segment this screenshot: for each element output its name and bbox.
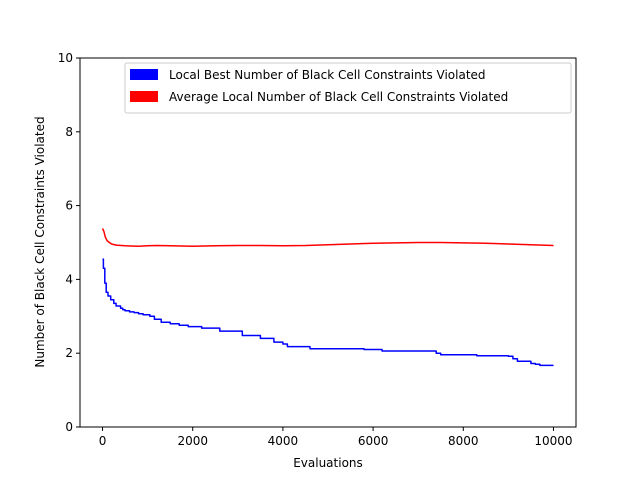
y-tick-label: 8 xyxy=(65,125,73,139)
x-axis: 0 2000 4000 6000 8000 10000 xyxy=(99,427,573,448)
x-tick-label: 4000 xyxy=(268,434,299,448)
y-axis: 0 2 4 6 8 10 xyxy=(58,51,80,434)
legend-swatch-local-best xyxy=(130,69,158,80)
plot-area xyxy=(79,57,577,428)
y-tick-label: 0 xyxy=(65,420,73,434)
x-tick-label: 8000 xyxy=(448,434,479,448)
y-tick-label: 6 xyxy=(65,199,73,213)
x-tick-label: 10000 xyxy=(534,434,572,448)
x-axis-label: Evaluations xyxy=(293,456,363,470)
axes-frame xyxy=(79,57,577,428)
y-tick-label: 2 xyxy=(65,346,73,360)
legend: Local Best Number of Black Cell Constrai… xyxy=(124,62,572,114)
series-line-local-best xyxy=(102,258,554,367)
x-tick-label: 6000 xyxy=(358,434,389,448)
legend-label-local-best: Local Best Number of Black Cell Constrai… xyxy=(169,68,486,82)
legend-label-average-local: Average Local Number of Black Cell Const… xyxy=(169,90,508,104)
series-layer xyxy=(101,228,554,367)
x-tick-label: 0 xyxy=(99,434,107,448)
x-tick-label: 2000 xyxy=(177,434,208,448)
legend-swatch-average-local xyxy=(130,91,158,102)
y-tick-label: 10 xyxy=(58,51,73,65)
y-axis-label: Number of Black Cell Constraints Violate… xyxy=(33,116,47,367)
legend-box xyxy=(124,62,572,114)
y-tick-label: 4 xyxy=(65,272,73,286)
series-line-average-local xyxy=(101,228,554,247)
